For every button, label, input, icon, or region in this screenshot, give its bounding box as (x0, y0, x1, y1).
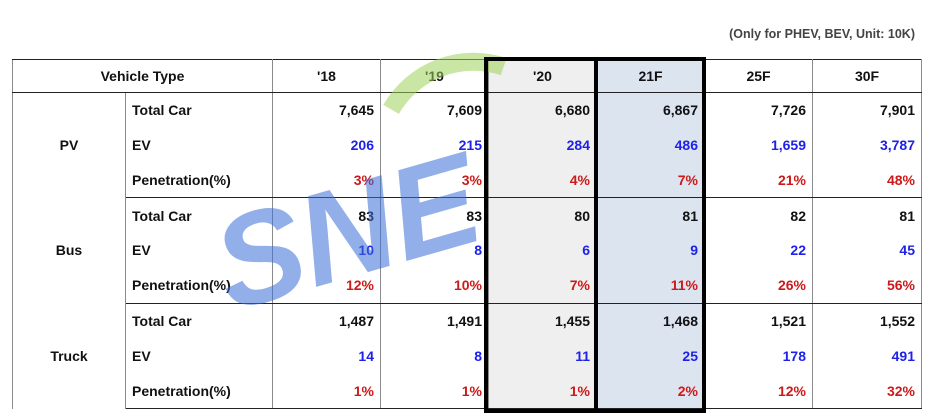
header-year-30f: 30F (812, 59, 922, 93)
header-year-25f: 25F (704, 59, 813, 93)
table-row: EV 14 8 11 25 178 491 (13, 338, 922, 374)
metric-label: EV (125, 338, 273, 374)
unit-note: (Only for PHEV, BEV, Unit: 10K) (729, 27, 915, 41)
value-cell: 12% (272, 267, 381, 304)
metric-label: Penetration(%) (125, 267, 273, 304)
value-cell: 22 (704, 233, 813, 268)
metric-label: Total Car (125, 92, 273, 128)
value-cell: 284 (488, 127, 597, 163)
value-cell: 1,455 (488, 303, 597, 339)
header-year-18: '18 (272, 59, 381, 93)
value-cell: 81 (812, 197, 922, 234)
value-cell: 1,552 (812, 303, 922, 339)
value-cell: 11% (596, 267, 705, 304)
table-row: Penetration(%) 3% 3% 4% 7% 21% 48% (13, 162, 922, 199)
value-cell: 178 (704, 338, 813, 374)
value-cell: 10% (380, 267, 489, 304)
metric-label: Total Car (125, 197, 273, 234)
value-cell: 81 (596, 197, 705, 234)
value-cell: 1% (380, 373, 489, 410)
value-cell: 8 (380, 338, 489, 374)
value-cell: 1,487 (272, 303, 381, 339)
metric-label: EV (125, 233, 273, 268)
value-cell: 26% (704, 267, 813, 304)
metric-label: Total Car (125, 303, 273, 339)
value-cell: 45 (812, 233, 922, 268)
vehicle-type-cell: Bus (12, 197, 126, 304)
value-cell: 83 (380, 197, 489, 234)
value-cell: 48% (812, 162, 922, 199)
header-row: Vehicle Type '18 '19 '20 21F 25F 30F (12, 59, 922, 93)
value-cell: 486 (596, 127, 705, 163)
value-cell: 7% (596, 162, 705, 199)
value-cell: 6,867 (596, 92, 705, 128)
table-row: Bus Total Car 83 83 80 81 82 81 (12, 197, 922, 304)
table-row: Penetration(%) 12% 10% 7% 11% 26% 56% (13, 267, 922, 304)
ev-penetration-table: Vehicle Type '18 '19 '20 21F 25F 30F PV T… (12, 59, 922, 410)
value-cell: 1% (488, 373, 597, 410)
value-cell: 7,901 (812, 92, 922, 128)
value-cell: 21% (704, 162, 813, 199)
value-cell: 32% (812, 373, 922, 410)
value-cell: 56% (812, 267, 922, 304)
value-cell: 206 (272, 127, 381, 163)
header-year-21f: 21F (596, 59, 705, 93)
value-cell: 6 (488, 233, 597, 268)
header-year-20: '20 (488, 59, 597, 93)
value-cell: 1,491 (380, 303, 489, 339)
value-cell: 7,609 (380, 92, 489, 128)
value-cell: 83 (272, 197, 381, 234)
value-cell: 7,726 (704, 92, 813, 128)
value-cell: 1,468 (596, 303, 705, 339)
value-cell: 11 (488, 338, 597, 374)
value-cell: 491 (812, 338, 922, 374)
metric-label: EV (125, 127, 273, 163)
value-cell: 12% (704, 373, 813, 410)
value-cell: 14 (272, 338, 381, 374)
table-row: EV 10 8 6 9 22 45 (13, 233, 922, 268)
value-cell: 3,787 (812, 127, 922, 163)
vehicle-type-cell: Truck (12, 303, 126, 409)
value-cell: 82 (704, 197, 813, 234)
header-year-19: '19 (380, 59, 489, 93)
value-cell: 4% (488, 162, 597, 199)
table-row: EV 206 215 284 486 1,659 3,787 (13, 127, 922, 163)
value-cell: 3% (380, 162, 489, 199)
value-cell: 1% (272, 373, 381, 410)
table-row: PV Total Car 7,645 7,609 6,680 6,867 7,726 7,90… (12, 92, 922, 198)
vehicle-type-cell: PV (12, 92, 126, 198)
value-cell: 7,645 (272, 92, 381, 128)
value-cell: 9 (596, 233, 705, 268)
value-cell: 215 (380, 127, 489, 163)
header-vehicle-type: Vehicle Type (12, 59, 273, 93)
value-cell: 7% (488, 267, 597, 304)
value-cell: 3% (272, 162, 381, 199)
value-cell: 80 (488, 197, 597, 234)
value-cell: 2% (596, 373, 705, 410)
value-cell: 1,521 (704, 303, 813, 339)
value-cell: 10 (272, 233, 381, 268)
table-row: Truck Total Car 1,487 1,491 1,455 1,468 1,521 1… (12, 303, 922, 409)
metric-label: Penetration(%) (125, 373, 273, 410)
value-cell: 8 (380, 233, 489, 268)
value-cell: 1,659 (704, 127, 813, 163)
value-cell: 25 (596, 338, 705, 374)
metric-label: Penetration(%) (125, 162, 273, 199)
value-cell: 6,680 (488, 92, 597, 128)
table-row: Penetration(%) 1% 1% 1% 2% 12% 32% (13, 373, 922, 410)
